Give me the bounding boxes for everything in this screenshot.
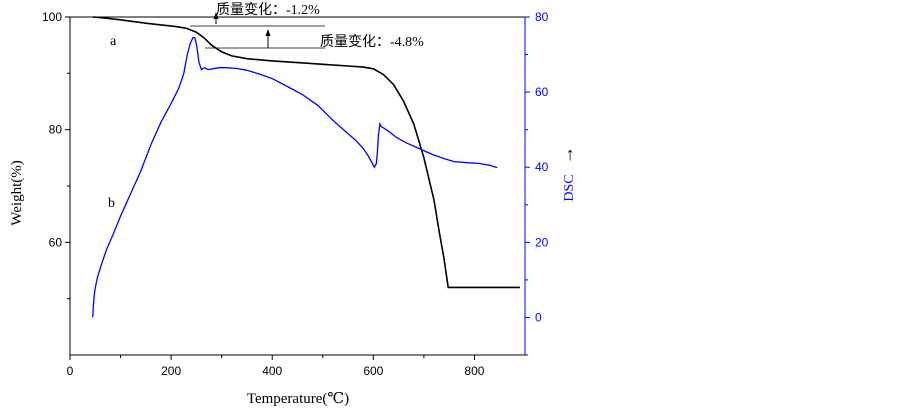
y-left-tick-label: 80 bbox=[49, 123, 63, 137]
annotation-mass-change-1: 质量变化：-1.2% bbox=[190, 2, 325, 27]
annotation-text-1: 质量变化：-1.2% bbox=[216, 2, 320, 18]
y-right-tick-label: 0 bbox=[535, 310, 542, 324]
series-label-b: b bbox=[108, 196, 115, 211]
dsc-curve bbox=[92, 37, 498, 318]
x-tick-label: 200 bbox=[161, 364, 181, 378]
y-right-tick-label: 20 bbox=[535, 235, 549, 249]
y-left-tick-label: 60 bbox=[49, 235, 63, 249]
annotation-arrowhead-1-icon bbox=[213, 12, 219, 19]
y-right-axis-arrow-icon: → bbox=[557, 146, 577, 164]
y-left-tick-label: 100 bbox=[42, 10, 62, 24]
annotation-mass-change-2: 质量变化：-4.8% bbox=[205, 29, 424, 50]
x-tick-label: 600 bbox=[363, 364, 383, 378]
y-right-tick-label: 80 bbox=[535, 10, 549, 24]
y-left-axis-title: Weight(%) bbox=[9, 160, 25, 225]
y-right-axis-title: DSC bbox=[562, 174, 577, 201]
x-tick-label: 400 bbox=[262, 364, 282, 378]
ticks: 0 200 400 600 800 60 80 100 0 20 40 60 80 bbox=[42, 10, 549, 378]
x-axis-title: Temperature(℃) bbox=[247, 391, 349, 407]
annotation-text-2: 质量变化：-4.8% bbox=[320, 34, 424, 50]
y-right-tick-label: 40 bbox=[535, 160, 549, 174]
axes bbox=[69, 16, 526, 356]
y-right-tick-label: 60 bbox=[535, 85, 549, 99]
weight-curve bbox=[92, 16, 520, 289]
x-tick-label: 800 bbox=[464, 364, 484, 378]
x-tick-label: 0 bbox=[67, 364, 74, 378]
series-label-a: a bbox=[110, 34, 117, 49]
annotation-arrowhead-2-icon bbox=[265, 29, 271, 36]
